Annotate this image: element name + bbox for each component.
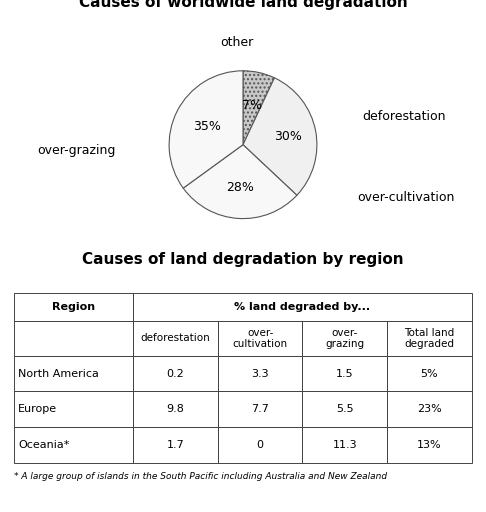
Text: 28%: 28% (226, 181, 254, 194)
Bar (15, 392, 133, 427)
Text: Region: Region (52, 302, 95, 312)
Text: 1.7: 1.7 (167, 440, 184, 450)
Bar (218, 427, 302, 463)
Wedge shape (169, 71, 243, 188)
Wedge shape (243, 78, 317, 195)
Text: Total land
degraded: Total land degraded (404, 328, 454, 349)
Text: 3.3: 3.3 (251, 369, 269, 379)
Bar (302, 356, 387, 392)
Text: North America: North America (18, 369, 99, 379)
Title: Causes of land degradation by region: Causes of land degradation by region (82, 252, 404, 267)
Bar (218, 321, 302, 356)
Bar (133, 356, 218, 392)
Bar (387, 427, 471, 463)
Text: 23%: 23% (417, 404, 442, 414)
Bar (133, 392, 218, 427)
Bar (133, 293, 471, 321)
Text: over-cultivation: over-cultivation (358, 191, 455, 204)
Bar (218, 356, 302, 392)
Wedge shape (243, 71, 275, 145)
Text: Europe: Europe (18, 404, 57, 414)
Bar (387, 392, 471, 427)
Text: other: other (221, 36, 254, 49)
Text: deforestation: deforestation (140, 333, 210, 344)
Text: deforestation: deforestation (363, 110, 446, 123)
Text: 13%: 13% (417, 440, 442, 450)
Bar (15, 427, 133, 463)
Text: over-
cultivation: over- cultivation (233, 328, 288, 349)
Text: 30%: 30% (274, 130, 302, 143)
Text: Oceania*: Oceania* (18, 440, 69, 450)
Text: 7%: 7% (242, 98, 262, 112)
Text: 0.2: 0.2 (167, 369, 184, 379)
Bar (133, 427, 218, 463)
Text: 1.5: 1.5 (336, 369, 353, 379)
Text: over-grazing: over-grazing (37, 144, 116, 157)
Text: * A large group of islands in the South Pacific including Australia and New Zeal: * A large group of islands in the South … (15, 472, 387, 481)
Bar (387, 356, 471, 392)
Text: 5%: 5% (420, 369, 438, 379)
Bar (15, 321, 133, 356)
Bar (133, 321, 218, 356)
Text: 35%: 35% (193, 120, 221, 133)
Text: % land degraded by...: % land degraded by... (234, 302, 370, 312)
Text: 5.5: 5.5 (336, 404, 353, 414)
Wedge shape (183, 145, 297, 219)
Text: over-
grazing: over- grazing (325, 328, 364, 349)
Bar (302, 427, 387, 463)
Title: Causes of worldwide land degradation: Causes of worldwide land degradation (79, 0, 407, 10)
Bar (15, 293, 133, 321)
Text: 7.7: 7.7 (251, 404, 269, 414)
Text: 9.8: 9.8 (167, 404, 185, 414)
Bar (302, 392, 387, 427)
Text: 0: 0 (257, 440, 263, 450)
Bar (387, 321, 471, 356)
Bar (302, 321, 387, 356)
Bar (15, 356, 133, 392)
Text: 11.3: 11.3 (332, 440, 357, 450)
Bar (218, 392, 302, 427)
